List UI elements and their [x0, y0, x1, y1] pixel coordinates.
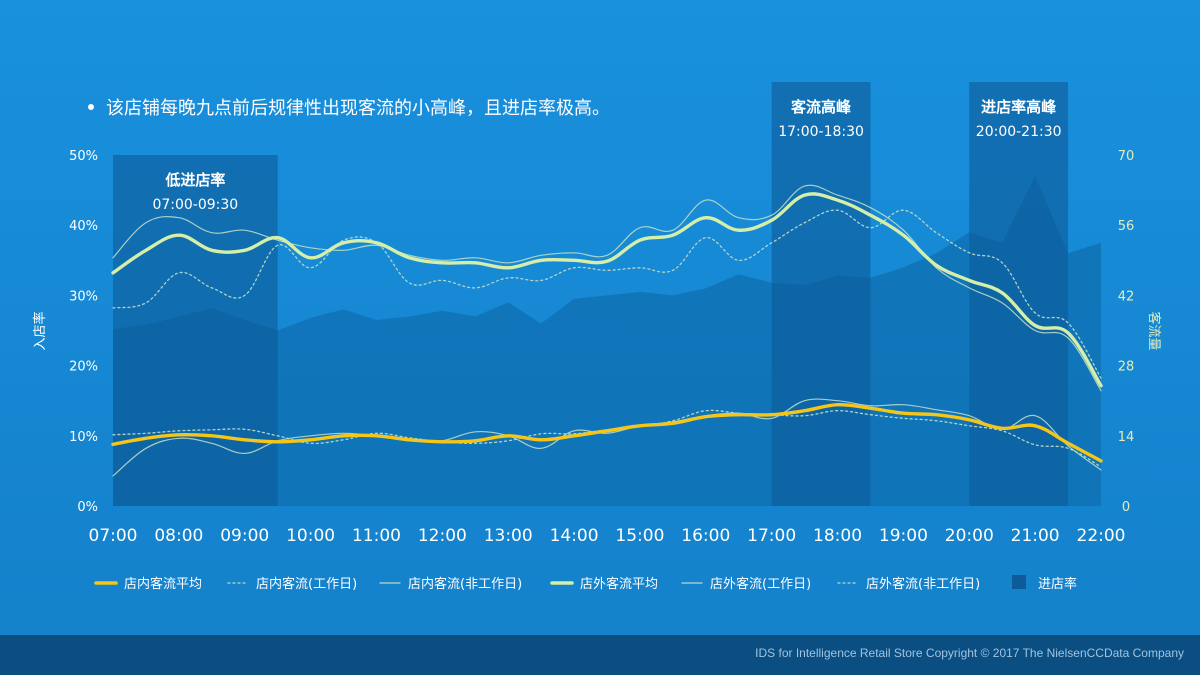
highlight-band-1 — [113, 155, 278, 506]
x-tick-label: 20:00 — [945, 526, 994, 546]
left-tick-label: 0% — [77, 500, 98, 515]
series-line-2 — [112, 409, 1102, 468]
band-time-1: 07:00-09:30 — [152, 197, 238, 213]
band-title-1: 低进店率 — [164, 171, 225, 189]
band-time-3: 20:00-21:30 — [976, 124, 1062, 140]
band-time-2: 17:00-18:30 — [778, 124, 864, 140]
headline-text: 该店铺每晚九点前后规律性出现客流的小高峰，且进店率极高。 — [106, 98, 610, 119]
x-tick-label: 18:00 — [813, 526, 862, 546]
highlight-band-3 — [969, 82, 1069, 506]
x-tick-label: 10:00 — [286, 526, 335, 546]
headline-bullet: 该店铺每晚九点前后规律性出现客流的小高峰，且进店率极高。 — [88, 94, 610, 120]
legend-swatch-entry-rate — [1012, 575, 1026, 589]
right-tick-label: 42 — [1118, 289, 1135, 304]
x-tick-label: 08:00 — [154, 526, 203, 546]
series-line-1 — [111, 402, 1103, 463]
x-tick-label: 15:00 — [615, 526, 664, 546]
legend-label-3: 店内客流(非工作日) — [408, 576, 522, 592]
right-tick-label: 0 — [1122, 500, 1130, 515]
right-tick-label: 28 — [1118, 360, 1135, 375]
x-tick-label: 09:00 — [220, 526, 269, 546]
bullet-dot-icon — [88, 104, 94, 110]
x-tick-label: 16:00 — [681, 526, 730, 546]
left-tick-label: 10% — [69, 430, 98, 445]
legend-label-2: 店内客流(工作日) — [256, 576, 357, 592]
footer-bar: IDS for Intelligence Retail Store Copyri… — [0, 635, 1200, 675]
x-tick-label: 19:00 — [879, 526, 928, 546]
legend-label-5: 店外客流(工作日) — [710, 576, 811, 592]
x-tick-label: 11:00 — [352, 526, 401, 546]
x-tick-label: 13:00 — [484, 526, 533, 546]
highlight-band-2 — [771, 82, 871, 506]
left-tick-label: 20% — [69, 360, 98, 375]
right-axis-title: 客流量 — [1146, 311, 1162, 350]
left-tick-label: 50% — [69, 149, 98, 164]
legend-label-0: 进店率 — [1038, 576, 1077, 592]
right-tick-label: 70 — [1118, 149, 1135, 164]
series-line-4 — [111, 192, 1103, 388]
left-axis-title: 入店率 — [32, 311, 48, 350]
series-line-5 — [112, 184, 1102, 392]
x-tick-label: 21:00 — [1011, 526, 1060, 546]
x-tick-label: 14:00 — [550, 526, 599, 546]
x-tick-label: 22:00 — [1077, 526, 1126, 546]
band-title-3: 进店率高峰 — [981, 98, 1057, 116]
right-tick-label: 14 — [1118, 430, 1135, 445]
footer-copyright: IDS for Intelligence Retail Store Copyri… — [755, 646, 1184, 660]
right-tick-label: 56 — [1118, 219, 1135, 234]
legend-label-4: 店外客流平均 — [580, 576, 658, 592]
x-tick-label: 07:00 — [89, 526, 138, 546]
x-tick-label: 17:00 — [747, 526, 796, 546]
x-tick-label: 12:00 — [418, 526, 467, 546]
left-tick-label: 30% — [69, 289, 98, 304]
band-title-2: 客流高峰 — [790, 98, 852, 116]
series-line-6 — [112, 209, 1102, 379]
legend-label-1: 店内客流平均 — [124, 576, 202, 592]
left-tick-label: 40% — [69, 219, 98, 234]
legend-label-6: 店外客流(非工作日) — [866, 576, 980, 592]
